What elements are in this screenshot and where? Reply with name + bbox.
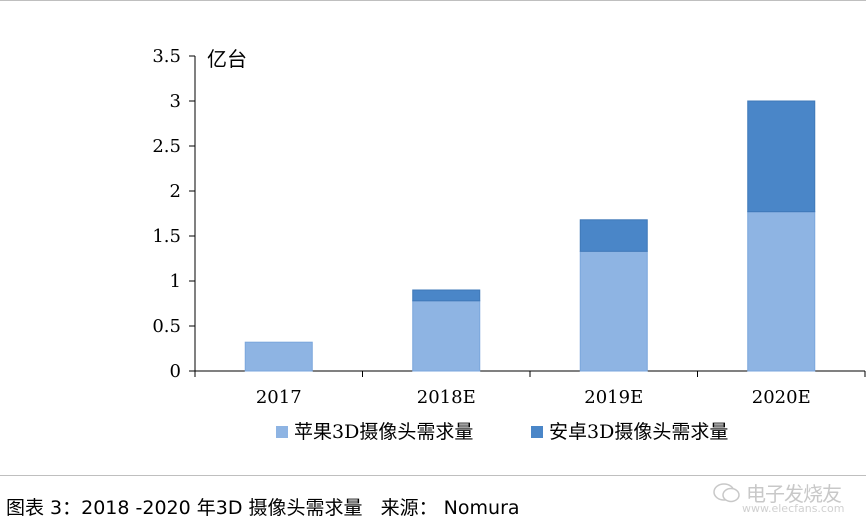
bar-segment-android-2019E [579, 219, 648, 252]
y-tick-label: 2.5 [152, 136, 181, 157]
x-tick-label: 2018E [417, 387, 476, 408]
legend-label-android: 安卓3D摄像头需求量 [549, 421, 728, 443]
y-tick-label: 2 [170, 181, 181, 202]
y-tick-label: 3.5 [152, 46, 181, 67]
bar-segment-android-2020E [747, 100, 816, 213]
x-tick-label: 2020E [752, 387, 811, 408]
y-tick-label: 3 [170, 91, 181, 112]
bar-segment-apple-2018E [412, 300, 481, 372]
bar-segment-apple-2019E [579, 250, 648, 372]
y-tick-label: 1.5 [152, 226, 181, 247]
watermark: 电子发烧友 www.elecfans.com [712, 478, 844, 515]
y-tick-label: 1 [170, 271, 181, 292]
x-tick-label: 2017 [256, 387, 302, 408]
chart-frame [0, 0, 866, 476]
chat-bubble-icon [713, 482, 740, 502]
watermark-site: www.elecfans.com [742, 502, 845, 515]
legend-swatch-android [531, 426, 543, 438]
bar-segment-apple-2017 [244, 341, 313, 372]
stacked-bar-chart: 0 0.5 1 1.5 2 2.5 3 3.5 亿台 2017 2018E 2019E 2020E 苹果3… [152, 46, 866, 443]
bar-segment-android-2018E [412, 289, 481, 302]
legend-swatch-apple [276, 426, 288, 438]
legend-label-apple: 苹果3D摄像头需求量 [294, 421, 473, 443]
y-axis-unit-label: 亿台 [207, 47, 247, 71]
bar-segment-apple-2020E [747, 211, 816, 372]
figure-caption: 图表 3：2018 -2020 年3D 摄像头需求量 来源： Nomura [6, 497, 520, 519]
y-tick-label: 0.5 [152, 316, 181, 337]
x-tick-label: 2019E [584, 387, 643, 408]
watermark-text: 电子发烧友 [746, 482, 842, 506]
y-tick-label: 0 [170, 361, 181, 382]
